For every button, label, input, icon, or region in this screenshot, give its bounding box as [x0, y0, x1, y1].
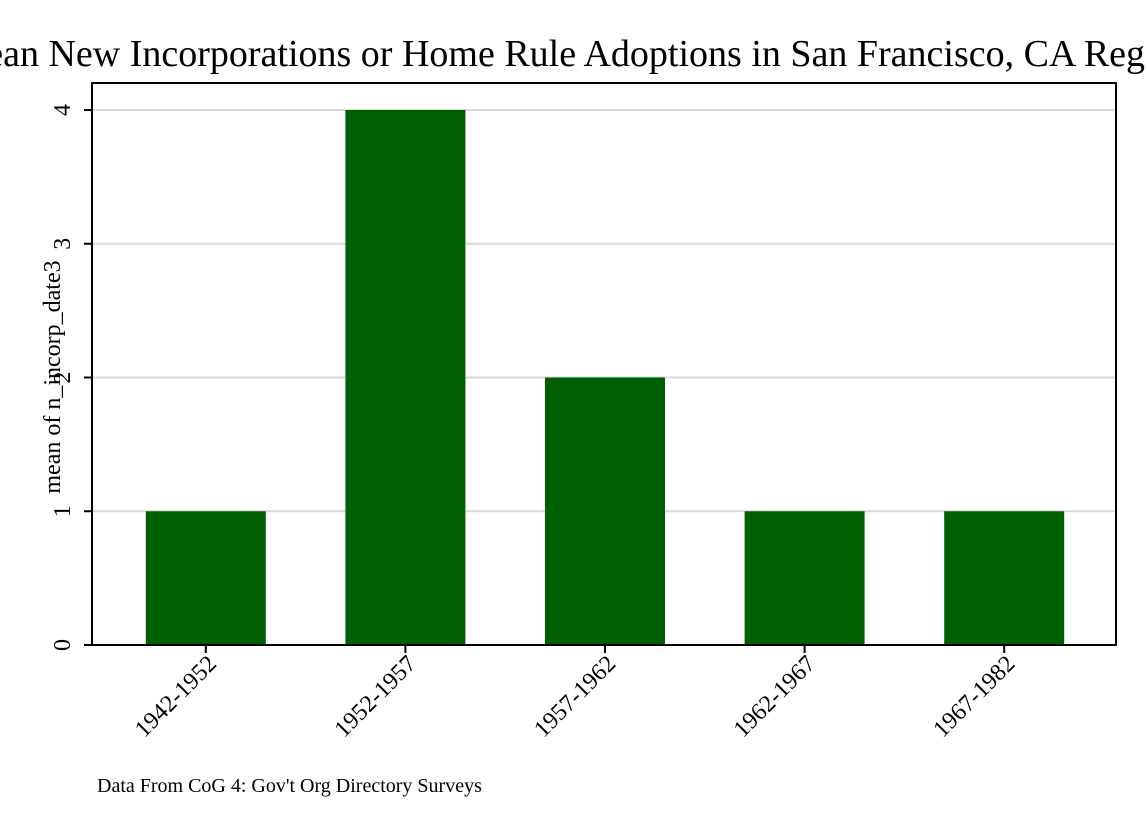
bar-1942-1952 [145, 511, 266, 645]
y-tick-label-1: 1 [50, 505, 76, 517]
bar-1952-1957 [345, 110, 466, 645]
bar-1957-1962 [545, 377, 665, 645]
bar-1967-1982 [944, 511, 1065, 645]
bars [145, 110, 1065, 645]
y-tick-label-2: 2 [50, 372, 76, 384]
chart-title: Mean New Incorporations or Home Rule Ado… [0, 33, 1146, 75]
y-tick-label-4: 4 [50, 104, 76, 116]
y-axis-ticks: 0 1 2 3 4 [50, 104, 92, 651]
y-axis-label: mean of n_incorp_date3 [40, 260, 66, 493]
y-tick-label-0: 0 [50, 639, 76, 651]
bar-1962-1967 [744, 511, 865, 645]
source-note: Data From CoG 4: Gov't Org Directory Sur… [97, 775, 482, 797]
y-tick-label-3: 3 [50, 238, 76, 250]
